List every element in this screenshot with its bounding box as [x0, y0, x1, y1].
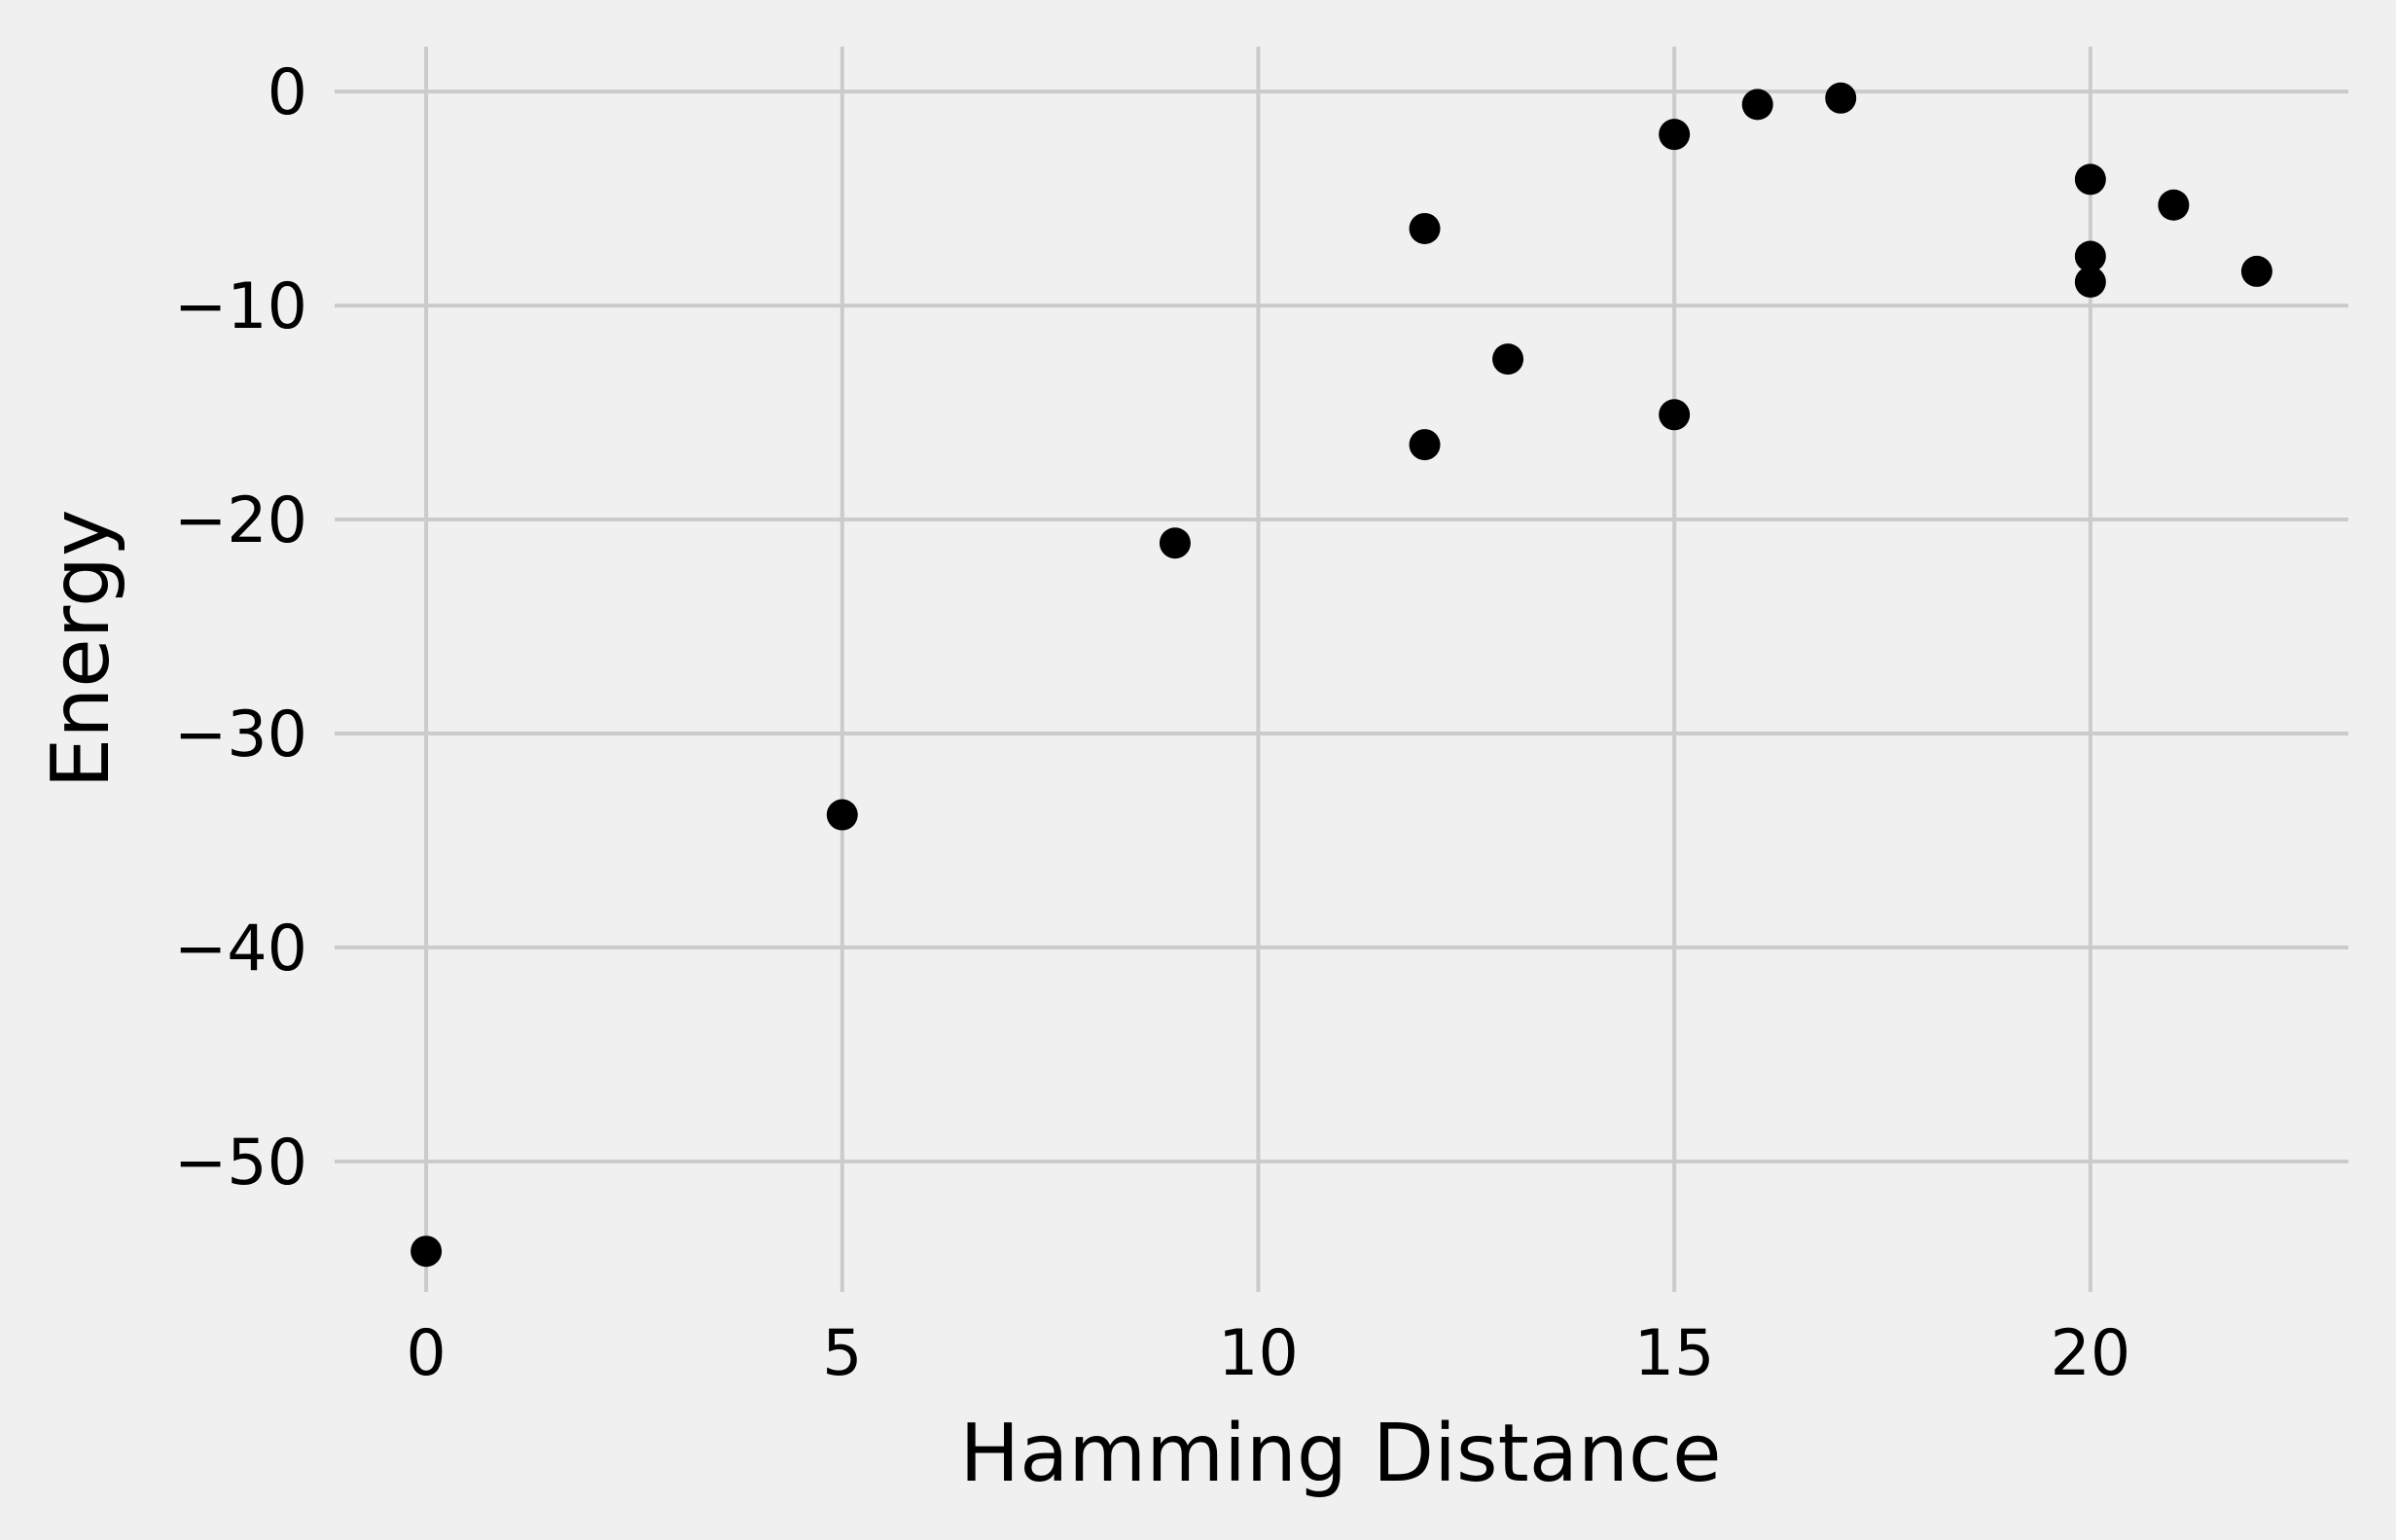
y-tick-label: −20: [174, 484, 307, 557]
data-point: [411, 1236, 443, 1268]
y-axis-label: Energy: [35, 509, 127, 788]
data-point: [1825, 82, 1857, 114]
data-point: [2074, 266, 2106, 298]
x-tick-label: 0: [406, 1317, 446, 1390]
data-point: [1741, 89, 1773, 121]
data-point: [1159, 527, 1191, 559]
y-tick-label: −10: [174, 270, 307, 343]
y-tick-label: −50: [174, 1127, 307, 1200]
x-tick-label: 10: [1218, 1317, 1299, 1390]
data-point: [1492, 343, 1524, 376]
x-tick-label: 20: [2050, 1317, 2130, 1390]
data-point: [1659, 119, 1691, 151]
grid: [335, 47, 2348, 1292]
y-tick-label: −40: [174, 913, 307, 985]
data-points: [411, 82, 2272, 1268]
data-point: [826, 799, 858, 831]
x-tick-label: 5: [822, 1317, 862, 1390]
data-point: [2074, 240, 2106, 272]
tick-labels: 0 5 10 15 20 0 −10 −20 −30 −40 −50: [174, 56, 2130, 1390]
data-point: [2240, 255, 2272, 287]
data-point: [1409, 212, 1441, 244]
y-tick-label: −30: [174, 698, 307, 771]
data-point: [2074, 163, 2106, 196]
x-axis-label: Hamming Distance: [959, 1408, 1721, 1500]
x-tick-label: 15: [1634, 1317, 1715, 1390]
data-point: [1409, 429, 1441, 461]
y-tick-label: 0: [268, 56, 307, 129]
data-point: [1659, 399, 1691, 431]
data-point: [2158, 189, 2190, 221]
